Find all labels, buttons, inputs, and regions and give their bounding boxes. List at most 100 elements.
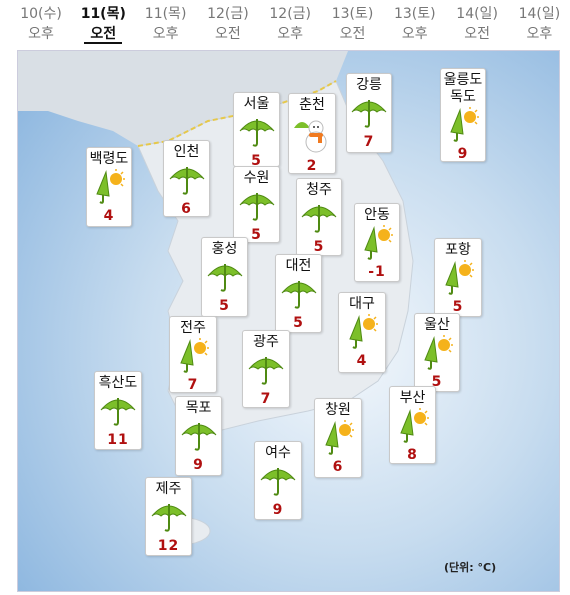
city-name: 백령도 [89,151,129,167]
tab-period: 오후 [401,26,428,42]
temperature: 7 [187,377,199,393]
umbrella-icon [169,167,204,195]
umbrella-sun-icon [349,314,378,349]
city-card: 안동 -1 [354,203,400,282]
tab-period: 오후 [277,26,304,42]
umbrella-sun-icon [445,260,474,295]
temperature: 5 [313,239,325,255]
city-card: 창원 6 [314,398,362,478]
tab-day: 12(금) [207,6,249,22]
umbrella-icon [248,357,284,385]
umbrella-sun-icon [399,408,429,443]
weather-icon [179,417,219,457]
city-card: 청주 5 [296,178,342,256]
umbrella-icon [281,281,316,309]
city-card: 포항 5 [434,238,482,317]
umbrella-icon [239,119,274,147]
temperature: 5 [251,153,262,169]
temperature: 9 [272,502,284,518]
city-card: 홍성 5 [201,237,248,317]
snow-icon [294,120,327,153]
city-name: 대전 [285,258,312,274]
tab-period: 오전 [464,26,490,42]
city-name: 목포 [185,400,212,416]
tab-day: 13(토) [331,6,374,22]
city-name: 광주 [253,334,279,350]
temperature: 5 [219,298,230,314]
tab[interactable]: 13(토) 오후 [384,4,446,44]
city-card: 서울 5 [233,92,280,169]
temperature: 8 [407,447,418,463]
weather-icon [299,199,339,239]
temperature: 5 [251,227,262,243]
north-land [18,51,348,146]
tab[interactable]: 11(목) 오후 [135,4,197,44]
temperature: 5 [293,315,304,331]
city-name: 창원 [325,402,351,418]
tab[interactable]: 12(금) 오후 [259,4,321,44]
umbrella-sun-icon [364,225,393,260]
tab-period: 오전 [215,26,241,42]
umbrella-icon [181,423,216,451]
temperature: 7 [260,391,272,407]
umbrella-icon [100,398,136,426]
weather-icon [393,407,433,447]
temperature: 12 [157,538,180,554]
city-name: 안동 [364,207,390,223]
tab-day: 12(금) [269,6,311,22]
tab-day: 11(목) [144,6,187,22]
city-name: 인천 [173,144,200,160]
weather-icon [89,168,129,208]
umbrella-sun-icon [424,335,453,370]
city-card: 울릉도 독도 9 [440,68,486,162]
city-name: 전주 [180,320,206,336]
tab[interactable]: 12(금) 오전 [197,4,259,44]
umbrella-sun-icon [325,420,354,455]
umbrella-icon [151,504,186,532]
umbrella-icon [301,205,337,233]
weather-icon [205,258,245,298]
umbrella-sun-icon [180,338,209,373]
tab[interactable]: 14(일) 오후 [508,4,570,44]
tab[interactable]: 13(토) 오전 [322,4,384,44]
city-name: 수원 [243,170,270,186]
umbrella-icon [351,100,387,128]
tab[interactable]: 14(일) 오전 [446,4,508,44]
weather-icon [342,313,382,353]
city-name: 울릉도 독도 [443,72,483,105]
tab-period: 오후 [28,26,54,42]
city-name: 강릉 [356,77,382,93]
city-name: 울산 [424,317,450,333]
city-card: 울산 5 [414,313,460,392]
city-name: 흑산도 [98,375,138,391]
umbrella-sun-icon [96,169,125,204]
tab[interactable]: 11(목) 오전 [72,4,134,44]
tab-day: 14(일) [518,6,561,22]
city-card: 광주 7 [242,330,290,408]
tab-period: 오전 [84,26,123,44]
city-name: 여수 [265,445,291,461]
umbrella-sun-icon [450,107,479,142]
temperature: 5 [452,299,464,315]
tab-day: 11(목) [80,6,126,22]
city-name: 대구 [349,296,375,312]
weather-icon [258,462,298,502]
temperature: 2 [306,158,318,174]
weather-icon [237,113,277,153]
weather-icon [292,114,332,158]
city-name: 포항 [445,242,471,258]
city-card: 전주 7 [169,316,217,393]
city-card: 강릉 7 [346,73,392,153]
city-card: 대구 4 [338,292,386,373]
city-card: 제주 12 [145,477,192,556]
weather-icon [246,351,286,391]
city-name: 춘천 [299,97,325,113]
umbrella-icon [260,468,296,496]
weather-icon [318,419,358,459]
weather-icon [417,334,457,374]
tab-day: 13(토) [393,6,436,22]
city-name: 부산 [399,390,426,406]
tab[interactable]: 10(수) 오후 [10,4,72,44]
weather-icon [237,187,277,227]
